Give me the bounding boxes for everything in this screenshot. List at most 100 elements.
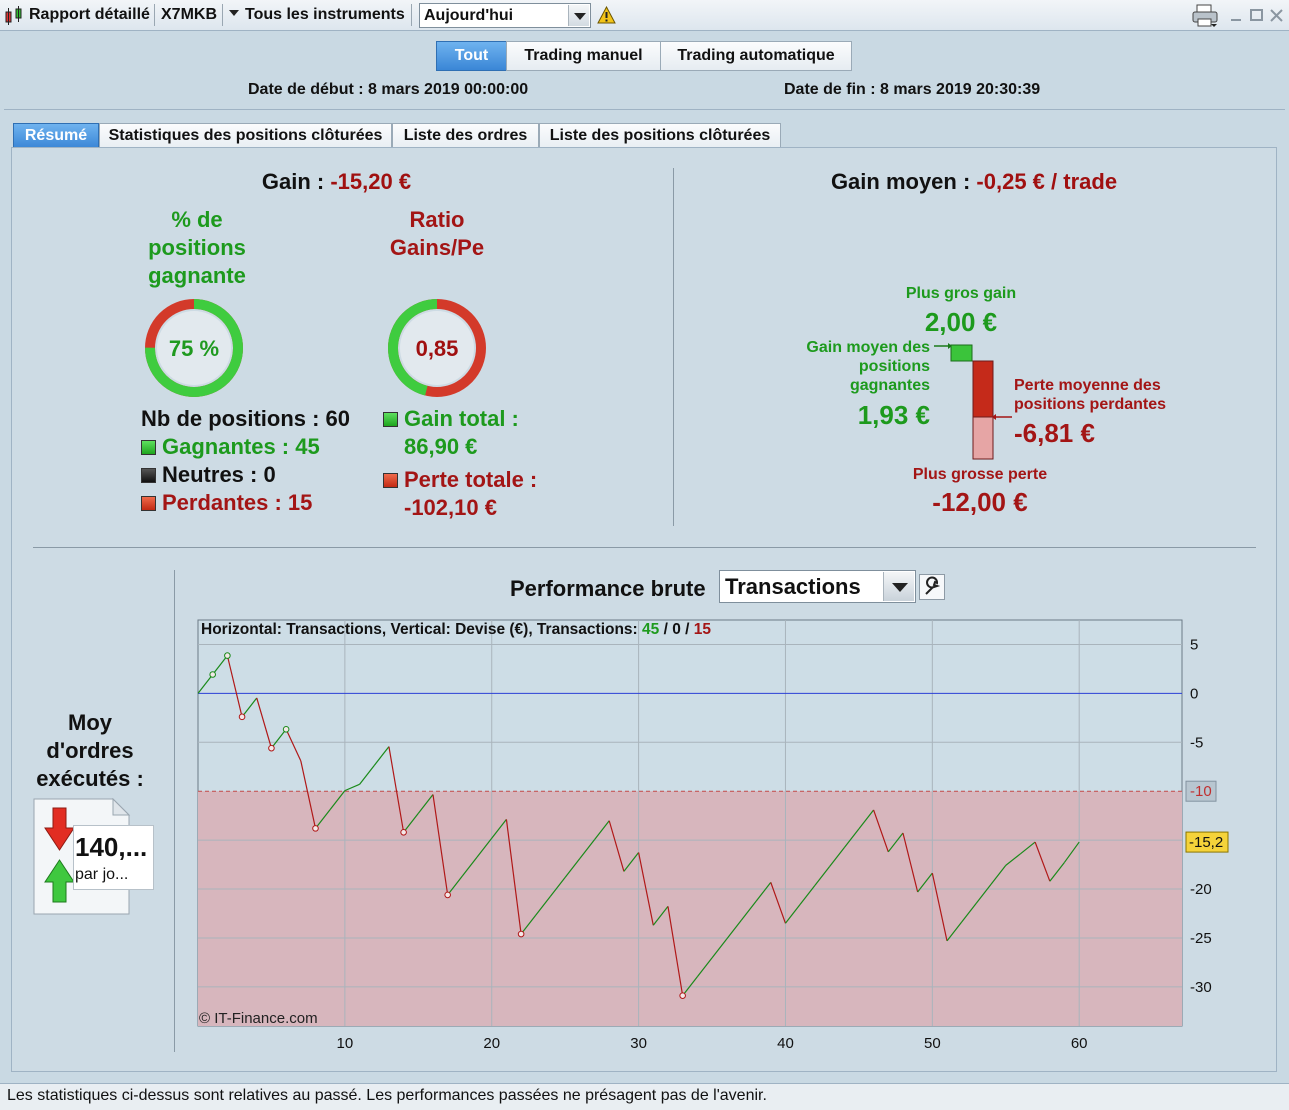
chart-info-text: Horizontal: Transactions, Vertical: Devi…	[201, 621, 711, 638]
close-icon	[1270, 9, 1283, 22]
series-segment	[1049, 861, 1065, 882]
chevron-down-icon[interactable]	[883, 572, 914, 601]
mode-tab-all[interactable]: Tout	[436, 41, 507, 71]
disclaimer-text: Les statistiques ci-dessus sont relative…	[7, 1087, 767, 1104]
donut-center	[400, 311, 474, 385]
arrow-up-icon	[44, 859, 75, 903]
instrument-label[interactable]: X7MKB	[161, 6, 218, 23]
instruments-menu[interactable]: Tous les instruments	[229, 4, 405, 26]
gain-value: -15,20 €	[330, 169, 412, 194]
y-tick-label: -20	[1190, 881, 1212, 898]
max-loss-bar	[972, 416, 994, 460]
green-square-icon	[141, 440, 156, 455]
red-square-icon	[141, 496, 156, 511]
win-percent-title: % de positions gagnante	[130, 206, 264, 292]
report-title: Rapport détaillé	[29, 6, 150, 23]
series-segment	[829, 847, 845, 868]
threshold-badge	[1185, 780, 1217, 802]
wrench-icon[interactable]	[919, 574, 945, 600]
positions-count: Nb de positions : 60	[141, 406, 351, 431]
data-point	[444, 891, 451, 899]
x-tick-label: 10	[337, 1035, 354, 1052]
series-segment	[638, 852, 654, 926]
series-segment	[447, 875, 463, 896]
series-segment	[1034, 841, 1051, 882]
total-loss: Perte totale :	[383, 466, 537, 494]
data-point	[238, 713, 246, 721]
series-segment	[476, 837, 493, 858]
series-segment	[784, 904, 801, 924]
instruments-menu-label: Tous les instruments	[245, 6, 405, 23]
separator	[411, 4, 412, 26]
tab-closed-positions-stats[interactable]: Statistiques des positions clôturées	[99, 123, 392, 148]
average-win-label-line: positions	[858, 358, 930, 375]
data-point	[268, 744, 275, 752]
average-win-label-line: Gain moyen des	[806, 339, 930, 356]
series-segment	[770, 882, 787, 924]
average-win-bar	[950, 344, 973, 362]
orders-average-title-line: Moy	[68, 710, 112, 735]
ratio-donut	[388, 299, 486, 397]
winning-count-label: Gagnantes : 45	[162, 434, 320, 459]
series-segment	[388, 746, 405, 833]
win-percent-title-line: % de	[171, 207, 223, 232]
period-select[interactable]: Aujourd'hui	[419, 3, 591, 28]
x-tick-label: 40	[777, 1035, 794, 1052]
series-segment	[946, 921, 963, 942]
series-segment	[902, 832, 919, 893]
title-bar: Rapport détaillé X7MKB Tous les instrume…	[0, 0, 1289, 31]
average-loss-value: -6,81 €	[1014, 418, 1095, 448]
series-segment	[594, 820, 610, 840]
tab-closed-positions-list[interactable]: Liste des positions clôturées	[539, 123, 781, 148]
max-loss-label: Plus grosse perte	[912, 466, 1048, 483]
series-segment	[843, 828, 860, 849]
series-segment	[961, 902, 977, 923]
gain-heading: Gain : -15,20 €	[0, 169, 673, 195]
mode-tab-manual[interactable]: Trading manuel	[506, 41, 661, 71]
y-tick-label: -25	[1190, 930, 1212, 947]
series-segment	[1005, 853, 1021, 866]
data-point	[312, 825, 319, 832]
series-segment	[799, 885, 816, 905]
neutral-count: Neutres : 0	[141, 461, 276, 489]
tab-orders-list[interactable]: Liste des ordres	[392, 123, 539, 148]
losing-count-label: Perdantes : 15	[162, 490, 313, 515]
win-percent-donut	[145, 299, 243, 397]
total-loss-value: -102,10 €	[404, 495, 497, 520]
series-segment	[682, 976, 698, 997]
end-date: Date de fin : 8 mars 2019 20:30:39	[784, 81, 1041, 98]
chevron-down-icon[interactable]	[568, 5, 589, 26]
average-gain-heading: Gain moyen : -0,25 € / trade	[674, 169, 1274, 195]
series-segment	[711, 938, 728, 959]
series-segment	[300, 760, 317, 829]
y-tick-label: -30	[1190, 979, 1212, 996]
series-segment	[990, 864, 1007, 885]
red-square-icon	[383, 473, 398, 488]
gain-label: Gain :	[261, 169, 331, 194]
series-segment	[403, 813, 419, 833]
y-tick-label: -5	[1190, 734, 1203, 751]
total-gain-value: 86,90 €	[404, 434, 478, 459]
arrow-down-icon	[44, 807, 75, 851]
vertical-divider	[673, 168, 674, 526]
losing-count: Perdantes : 15	[141, 489, 312, 517]
max-gain-value: 2,00 €	[924, 307, 998, 337]
warning-icon[interactable]	[597, 6, 616, 24]
horizontal-divider	[33, 547, 1256, 548]
print-icon[interactable]	[1191, 4, 1221, 28]
tab-summary[interactable]: Résumé	[13, 123, 99, 148]
threshold-badge-label: -10	[1190, 783, 1212, 800]
mode-tab-automatic[interactable]: Trading automatique	[660, 41, 852, 71]
y-tick-label: 0	[1190, 685, 1198, 702]
watermark-text: © IT-Finance.com	[199, 1010, 318, 1027]
ratio-title: Ratio Gains/Pe	[384, 206, 490, 264]
average-gain-label: Gain moyen :	[830, 169, 977, 194]
pointer-arrow-head	[948, 343, 952, 349]
series-segment	[726, 919, 742, 940]
performance-mode-value: Transactions	[725, 574, 861, 599]
status-bar: Les statistiques ci-dessus sont relative…	[0, 1083, 1289, 1110]
performance-mode-select[interactable]: Transactions	[719, 570, 916, 603]
current-value-badge-label: -15,2	[1189, 834, 1223, 851]
total-loss-label: Perte totale :	[404, 467, 538, 492]
loss-zone	[198, 791, 1182, 1026]
